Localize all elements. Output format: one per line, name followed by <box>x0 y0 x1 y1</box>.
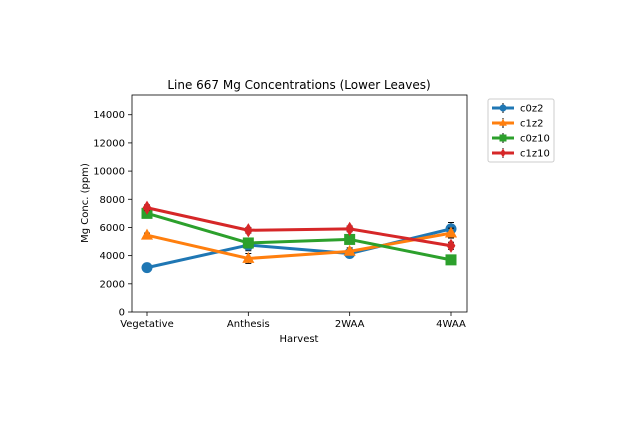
x-tick-label: 2WAA <box>335 319 365 330</box>
y-tick-label: 8000 <box>100 195 125 206</box>
data-point <box>142 200 152 215</box>
x-tick-label: 4WAA <box>436 319 466 330</box>
series-c1z10 <box>142 200 456 253</box>
legend-label: c0z2 <box>520 104 543 115</box>
legend: c0z2 c1z2 c0z10 c1z10 <box>487 98 555 163</box>
legend-label: c1z2 <box>520 119 543 130</box>
data-point <box>242 251 255 263</box>
series-line <box>146 211 452 262</box>
y-tick-label: 12000 <box>93 138 125 149</box>
series-line <box>146 231 452 260</box>
legend-marker <box>500 148 506 158</box>
data-point <box>243 223 253 238</box>
x-axis-label: Harvest <box>280 334 319 345</box>
data-point <box>445 254 457 266</box>
data-point <box>444 226 458 238</box>
y-tick-label: 2000 <box>100 279 125 290</box>
x-tick-label: Anthesis <box>227 319 270 330</box>
legend-label: c1z10 <box>520 149 550 160</box>
legend-marker <box>499 118 507 126</box>
data-point <box>140 228 154 240</box>
y-axis-label: Mg Conc. (ppm) <box>80 163 91 243</box>
y-tick-label: 14000 <box>93 110 125 121</box>
data-point <box>345 221 355 237</box>
chart-title: Line 667 Mg Concentrations (Lower Leaves… <box>167 78 430 92</box>
data-point <box>141 262 153 274</box>
data-point <box>343 244 356 256</box>
data-point <box>242 237 254 249</box>
legend-marker <box>499 104 507 112</box>
legend-marker <box>499 134 507 142</box>
data-point <box>344 233 356 245</box>
y-tick-label: 0 <box>119 308 125 319</box>
y-tick-label: 6000 <box>100 223 125 234</box>
y-tick-label: 4000 <box>100 251 125 262</box>
data-point <box>446 238 456 253</box>
series-line <box>146 227 452 270</box>
series-c1z2 <box>140 226 458 264</box>
plot-area: 0 2000 4000 6000 8000 10000 12000 14000 Vegetati… <box>93 94 468 330</box>
x-tick-label: Vegetative <box>120 319 174 330</box>
axes-frame <box>131 94 468 313</box>
legend-label: c0z10 <box>520 134 550 145</box>
series-line <box>146 206 452 248</box>
y-tick-label: 10000 <box>93 167 125 178</box>
legend-box <box>487 98 555 163</box>
